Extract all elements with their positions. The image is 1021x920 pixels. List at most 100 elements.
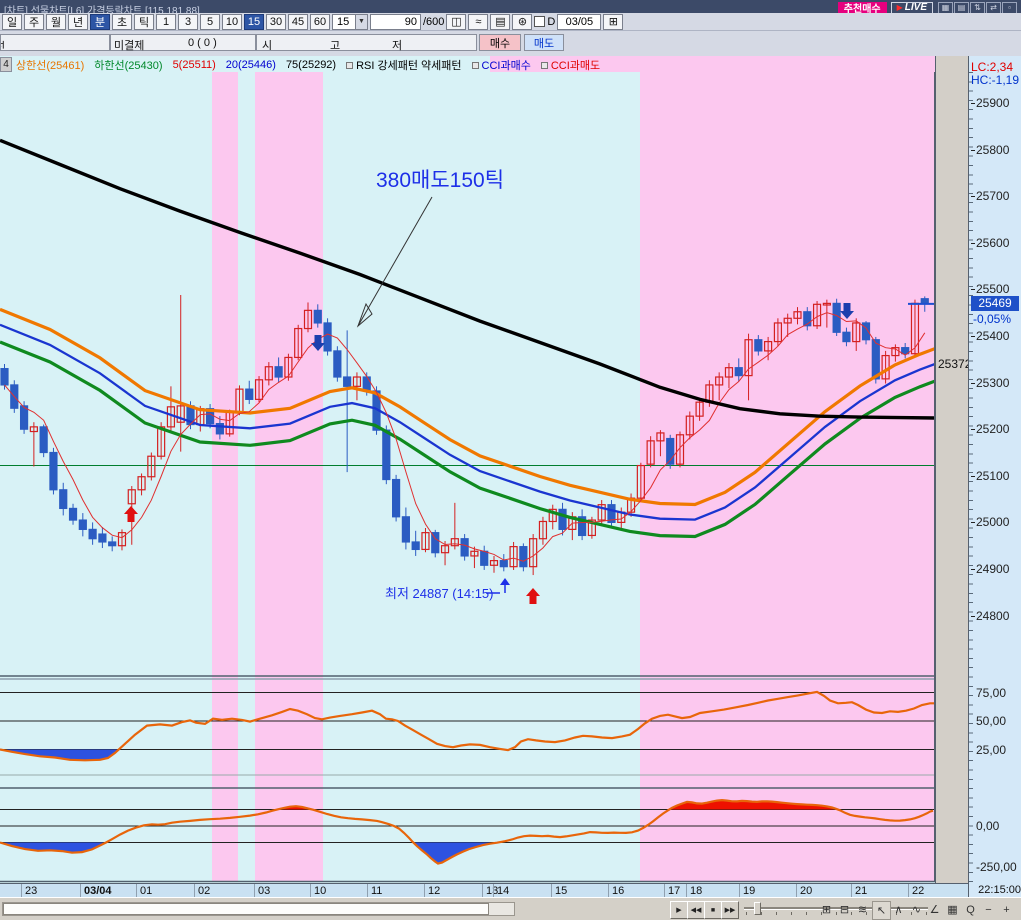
time-axis[interactable]: 23 03/04 01 02 03 10 11 12 1314 15 16 17 18 19 20 21 22 bbox=[0, 883, 968, 898]
window-control-icon-3[interactable]: ⇄ bbox=[986, 1, 1001, 13]
period-button-틱[interactable]: 틱 bbox=[134, 13, 154, 30]
speed-slider-track[interactable] bbox=[744, 907, 928, 910]
period-button-년[interactable]: 년 bbox=[68, 13, 88, 30]
slider-tick bbox=[776, 912, 777, 915]
price-tick-25400: 25400 bbox=[970, 329, 1010, 343]
time-tick-separator bbox=[424, 884, 425, 898]
rewind-button[interactable]: ◀◀ bbox=[687, 901, 705, 919]
current-change-pct: -0,05% bbox=[973, 311, 1012, 326]
recommend-buy-badge[interactable]: 추천매수 bbox=[837, 1, 887, 13]
sell-button[interactable]: 매도 bbox=[524, 34, 564, 51]
period-button-일[interactable]: 일 bbox=[2, 13, 22, 30]
legend-session-band bbox=[490, 56, 935, 72]
peak-marker-icon[interactable]: ∧ bbox=[894, 904, 903, 916]
window-control-icon-2[interactable]: ⇅ bbox=[970, 1, 985, 13]
day-checkbox-label: D bbox=[547, 15, 556, 28]
candle-count-input[interactable]: 90 bbox=[370, 13, 421, 30]
stop-button[interactable]: ■ bbox=[704, 901, 722, 919]
time-tick-12: 12 bbox=[428, 885, 441, 897]
price-axis[interactable]: LC:2,34 HC:-1,19 22:15:00 25900 25800 2570… bbox=[968, 56, 1021, 897]
lc-value: LC:2,34 bbox=[971, 60, 1014, 74]
time-tick-separator bbox=[310, 884, 311, 898]
price-tick-24900: 24900 bbox=[970, 562, 1010, 576]
scrollbar-thumb[interactable] bbox=[3, 903, 489, 915]
time-tick-separator bbox=[686, 884, 687, 898]
time-tick-separator bbox=[739, 884, 740, 898]
slider-tick bbox=[821, 912, 822, 915]
high-label: 고 bbox=[330, 40, 341, 52]
forward-button[interactable]: ▶▶ bbox=[721, 901, 739, 919]
live-label: LIVE bbox=[904, 2, 927, 13]
tile-windows-icon[interactable]: ⊞ bbox=[821, 904, 832, 916]
cascade-windows-icon[interactable]: ⊟ bbox=[839, 904, 850, 916]
compare-chart-icon[interactable]: ◫ bbox=[446, 13, 467, 30]
legend-square-icon bbox=[471, 62, 479, 69]
time-tick-20: 20 bbox=[800, 885, 813, 897]
period-button-1[interactable]: 1 bbox=[156, 13, 176, 30]
buy-signal-arrow-icon bbox=[124, 506, 138, 522]
settings-gear-icon[interactable]: ⊛ bbox=[512, 13, 533, 30]
interval-combo[interactable]: 15 ▼ bbox=[332, 13, 368, 30]
calendar-icon[interactable]: ⊞ bbox=[603, 13, 624, 30]
legend-item-0: 상한선(25461) bbox=[16, 60, 85, 72]
window-control-icon-4[interactable]: ▫ bbox=[1002, 1, 1017, 13]
period-button-주[interactable]: 주 bbox=[24, 13, 44, 30]
time-tick-separator bbox=[664, 884, 665, 898]
slider-tick bbox=[851, 912, 852, 915]
window-control-icon-0[interactable]: ▦ bbox=[938, 1, 953, 13]
cci-tick--250: -250,00 bbox=[976, 860, 1017, 875]
period-button-10[interactable]: 10 bbox=[222, 13, 242, 30]
candle-count-max: /600 bbox=[423, 15, 445, 28]
period-button-45[interactable]: 45 bbox=[288, 13, 308, 30]
period-button-월[interactable]: 월 bbox=[46, 13, 66, 30]
time-tick-separator bbox=[136, 884, 137, 898]
zoom-out-icon[interactable]: − bbox=[985, 903, 992, 916]
zigzag-line-icon[interactable]: ≈ bbox=[468, 13, 489, 30]
chart-index-badge[interactable]: 4 bbox=[0, 57, 12, 72]
open-interest-value: 0 ( 0 ) bbox=[188, 37, 217, 49]
window-control-icon-1[interactable]: ▤ bbox=[954, 1, 969, 13]
period-button-15[interactable]: 15 bbox=[244, 13, 264, 30]
period-button-5[interactable]: 5 bbox=[200, 13, 220, 30]
play-button[interactable]: ▶ bbox=[670, 901, 688, 919]
time-tick-separator bbox=[551, 884, 552, 898]
pattern-search-icon[interactable]: ≋ bbox=[857, 904, 868, 916]
period-button-3[interactable]: 3 bbox=[178, 13, 198, 30]
speed-slider-handle[interactable] bbox=[754, 902, 761, 915]
trendline-draw-icon[interactable]: ∠ bbox=[929, 904, 940, 916]
time-tick-01: 01 bbox=[140, 885, 153, 897]
screenshot-icon[interactable]: ▦ bbox=[947, 904, 958, 916]
chevron-down-icon: ▼ bbox=[355, 14, 367, 29]
time-tick-separator bbox=[851, 884, 852, 898]
axis-gap-strip: 25372 bbox=[935, 56, 971, 897]
cci-tick-0: 0,00 bbox=[976, 819, 1000, 833]
buy-button[interactable]: 매수 bbox=[479, 34, 521, 51]
period-button-30[interactable]: 30 bbox=[266, 13, 286, 30]
slider-tick bbox=[761, 912, 762, 915]
period-button-60[interactable]: 60 bbox=[310, 13, 330, 30]
time-tick-03/04: 03/04 bbox=[84, 885, 112, 897]
open-label: 시 bbox=[262, 40, 273, 52]
day-checkbox[interactable] bbox=[534, 16, 546, 27]
time-tick-separator bbox=[254, 884, 255, 898]
magnifier-icon[interactable]: Q bbox=[966, 903, 975, 916]
slider-tick bbox=[896, 912, 897, 915]
cursor-icon[interactable]: ↖ bbox=[872, 901, 891, 920]
zoom-in-icon[interactable]: + bbox=[1003, 903, 1010, 916]
period-button-초[interactable]: 초 bbox=[112, 13, 132, 30]
time-tick-21: 21 bbox=[855, 885, 868, 897]
period-button-분[interactable]: 분 bbox=[90, 13, 110, 30]
open-interest-field bbox=[110, 34, 256, 51]
time-tick-separator bbox=[194, 884, 195, 898]
wave-tool-icon[interactable]: ∿ bbox=[911, 904, 922, 916]
live-button[interactable]: ▶ LIVE bbox=[890, 1, 933, 13]
legend-item-5: RSI 강세패턴 약세패턴 bbox=[346, 57, 462, 72]
date-input[interactable]: 03/05 bbox=[557, 13, 602, 30]
price-tick-25200: 25200 bbox=[970, 422, 1010, 437]
time-tick-separator bbox=[21, 884, 22, 898]
chart-scrollbar[interactable] bbox=[2, 902, 515, 916]
price-tick-25600: 25600 bbox=[970, 235, 1010, 250]
save-chart-icon[interactable]: ▤ bbox=[490, 13, 511, 30]
